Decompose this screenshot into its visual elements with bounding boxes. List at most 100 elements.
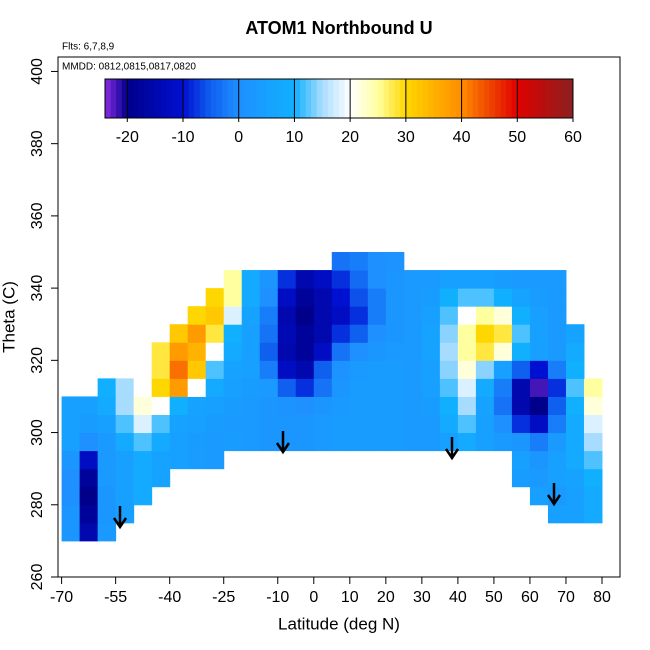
heat-cell [187, 378, 207, 397]
colorbar-segment [400, 79, 407, 118]
heat-cell [583, 396, 603, 415]
heat-cell [583, 414, 603, 434]
heat-cell [457, 342, 477, 361]
colorbar-segment [366, 79, 373, 118]
heat-cell [205, 414, 225, 434]
heat-cell [97, 414, 117, 434]
heat-cell [151, 396, 171, 415]
heat-cell [493, 396, 513, 415]
heat-cell [331, 414, 351, 434]
arrow [112, 506, 128, 530]
colorbar-segment [144, 79, 151, 118]
heat-cell [241, 306, 261, 325]
heat-cell [385, 396, 405, 415]
heat-cell [259, 396, 279, 415]
heat-cell [439, 378, 459, 397]
heat-cell [421, 396, 441, 415]
heat-cell [367, 306, 387, 325]
colorbar-segment [511, 79, 518, 118]
heat-cell [205, 450, 225, 470]
y-tick-label: 400 [29, 58, 46, 85]
x-tick-label: -70 [50, 589, 73, 606]
heat-cell [259, 324, 279, 343]
heat-cell [439, 288, 459, 307]
heat-cell [133, 360, 153, 379]
heat-cell [187, 360, 207, 379]
colorbar-tick-label: 40 [453, 129, 471, 146]
colorbar-segment [177, 79, 184, 118]
heat-cell [169, 360, 189, 379]
heat-cell [277, 324, 297, 343]
heat-cell [79, 414, 99, 434]
colorbar-segment [456, 79, 463, 118]
colorbar-segment [545, 79, 552, 118]
colorbar-segment [433, 79, 440, 118]
colorbar-segment [249, 79, 256, 118]
heat-cell [529, 450, 549, 470]
heat-cell [133, 468, 153, 488]
heat-cell [295, 342, 315, 361]
colorbar-segment [411, 79, 418, 118]
heat-cell [367, 288, 387, 307]
heat-cell [475, 378, 495, 397]
heat-cell [313, 288, 333, 307]
heat-cell [79, 432, 99, 452]
heat-cell [493, 324, 513, 343]
colorbar-segment [199, 79, 206, 118]
heat-cell [115, 468, 135, 488]
heat-cell [511, 414, 531, 434]
heat-cell [97, 378, 117, 397]
heat-cell [277, 342, 297, 361]
y-tick-label: 380 [29, 130, 46, 157]
heat-cell [511, 396, 531, 415]
heat-cell [349, 342, 369, 361]
heat-cell [439, 360, 459, 379]
colorbar-segment [467, 79, 474, 118]
heat-cell [313, 306, 333, 325]
heat-cell [529, 378, 549, 397]
colorbar-segment [339, 79, 346, 118]
heat-cell [547, 414, 567, 434]
y-tick-label: 280 [29, 491, 46, 518]
heat-cell [439, 342, 459, 361]
heat-cell [529, 360, 549, 379]
heat-cell [133, 414, 153, 434]
x-tick-label: 0 [309, 589, 318, 606]
x-tick-label: 50 [485, 589, 503, 606]
heat-cell [547, 486, 567, 506]
colorbar-segment [567, 79, 574, 118]
colorbar-segment [238, 79, 245, 118]
heat-cell [151, 432, 171, 452]
colorbar-segment [233, 79, 240, 118]
colorbar-segment [138, 79, 145, 118]
heat-cell [79, 450, 99, 470]
heat-cell [583, 486, 603, 506]
heat-cell [385, 342, 405, 361]
heat-cell [583, 504, 603, 524]
heat-cell [187, 432, 207, 452]
heat-cell [97, 486, 117, 506]
heat-cell [295, 360, 315, 379]
heat-cell [547, 324, 567, 343]
heat-cell [241, 360, 261, 379]
heat-cell [475, 288, 495, 307]
heat-cell [367, 324, 387, 343]
heat-cell [547, 288, 567, 307]
heat-cell [475, 270, 495, 289]
heat-cell [241, 396, 261, 415]
heat-cell [457, 306, 477, 325]
heat-cell [457, 414, 477, 434]
colorbar-tick-label: 10 [286, 129, 304, 146]
heat-cell [313, 324, 333, 343]
colorbar-segment [216, 79, 223, 118]
heat-cell [97, 450, 117, 470]
colorbar-tick-label: -20 [116, 129, 139, 146]
colorbar-segment [311, 79, 318, 118]
heat-cell [529, 396, 549, 415]
colorbar-segment [372, 79, 379, 118]
heat-cell [403, 414, 423, 434]
heat-cell [529, 342, 549, 361]
heat-cell [61, 486, 81, 506]
heat-cell [187, 414, 207, 434]
